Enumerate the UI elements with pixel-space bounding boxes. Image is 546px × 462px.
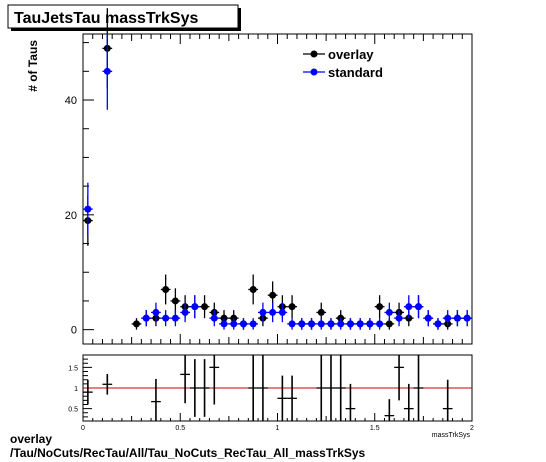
- standard-series: [83, 32, 472, 330]
- ratio-x-axis: 0 0.5 1 1.5 2: [81, 413, 474, 432]
- legend-overlay-label: overlay: [328, 47, 374, 62]
- main-y-axis: 0 20 40: [65, 42, 94, 337]
- standard-point: [434, 320, 442, 328]
- overlay-point: [171, 297, 179, 305]
- main-y-tick-label: 0: [71, 325, 77, 337]
- ratio-x-tick-label: 1.5: [370, 425, 380, 432]
- standard-point: [308, 320, 316, 328]
- legend-overlay-marker: [310, 50, 318, 58]
- standard-point: [424, 314, 432, 322]
- main-y-tick-label: 40: [65, 95, 77, 107]
- legend-standard-label: standard: [328, 65, 383, 80]
- standard-point: [395, 314, 403, 322]
- standard-point: [444, 314, 452, 322]
- overlay-point: [317, 308, 325, 316]
- overlay-point: [376, 303, 384, 311]
- main-plot-border: [82, 33, 473, 345]
- title-box: TauJetsTau massTrkSys: [7, 4, 241, 31]
- standard-point: [220, 320, 228, 328]
- overlay-point: [385, 320, 393, 328]
- title-box-frame: [7, 4, 239, 29]
- standard-point: [415, 303, 423, 311]
- ratio-series: [83, 355, 472, 421]
- standard-point: [327, 320, 335, 328]
- legend: overlay standard: [303, 47, 383, 80]
- standard-point: [249, 320, 257, 328]
- ratio-y-tick-label: 1.5: [68, 365, 78, 372]
- main-plot-frame: [82, 33, 473, 345]
- standard-point: [239, 320, 247, 328]
- ratio-x-tick-label: 2: [470, 425, 474, 432]
- standard-point: [298, 320, 306, 328]
- standard-point: [346, 320, 354, 328]
- standard-point: [405, 303, 413, 311]
- standard-point: [181, 308, 189, 316]
- standard-point: [171, 314, 179, 322]
- standard-point: [463, 314, 471, 322]
- overlay-point: [269, 291, 277, 299]
- overlay-point: [162, 285, 170, 293]
- ratio-x-tick-label: 0.5: [175, 425, 185, 432]
- chart-title: TauJetsTau massTrkSys: [14, 10, 198, 27]
- main-y-tick-label: 20: [65, 210, 77, 222]
- standard-point: [230, 320, 238, 328]
- standard-point: [259, 308, 267, 316]
- footer-label: overlay: [10, 432, 53, 446]
- standard-point: [385, 308, 393, 316]
- standard-point: [278, 308, 286, 316]
- standard-point: [317, 320, 325, 328]
- x-axis-label: massTrkSys: [432, 432, 471, 439]
- standard-point: [337, 320, 345, 328]
- standard-point: [152, 308, 160, 316]
- y-axis-label: # of Taus: [26, 40, 40, 92]
- standard-point: [366, 320, 374, 328]
- legend-standard-marker: [310, 68, 318, 76]
- overlay-series: [83, 8, 472, 330]
- overlay-point: [201, 303, 209, 311]
- standard-point: [142, 314, 150, 322]
- standard-point: [269, 308, 277, 316]
- standard-point: [288, 320, 296, 328]
- ratio-y-tick-label: 1: [74, 386, 78, 393]
- main-x-axis: [82, 34, 473, 344]
- standard-point: [453, 314, 461, 322]
- overlay-point: [132, 320, 140, 328]
- ratio-y-tick-label: 0.5: [68, 407, 78, 414]
- standard-point: [162, 314, 170, 322]
- standard-point: [210, 314, 218, 322]
- standard-point: [191, 303, 199, 311]
- standard-point: [376, 320, 384, 328]
- footer-path: /Tau/NoCuts/RecTau/All/Tau_NoCuts_RecTau…: [10, 446, 366, 460]
- ratio-x-tick-label: 1: [276, 425, 280, 432]
- standard-point: [103, 67, 111, 75]
- standard-point: [84, 205, 92, 213]
- ratio-x-tick-label: 0: [81, 425, 85, 432]
- overlay-point: [288, 303, 296, 311]
- standard-point: [356, 320, 364, 328]
- overlay-point: [249, 285, 257, 293]
